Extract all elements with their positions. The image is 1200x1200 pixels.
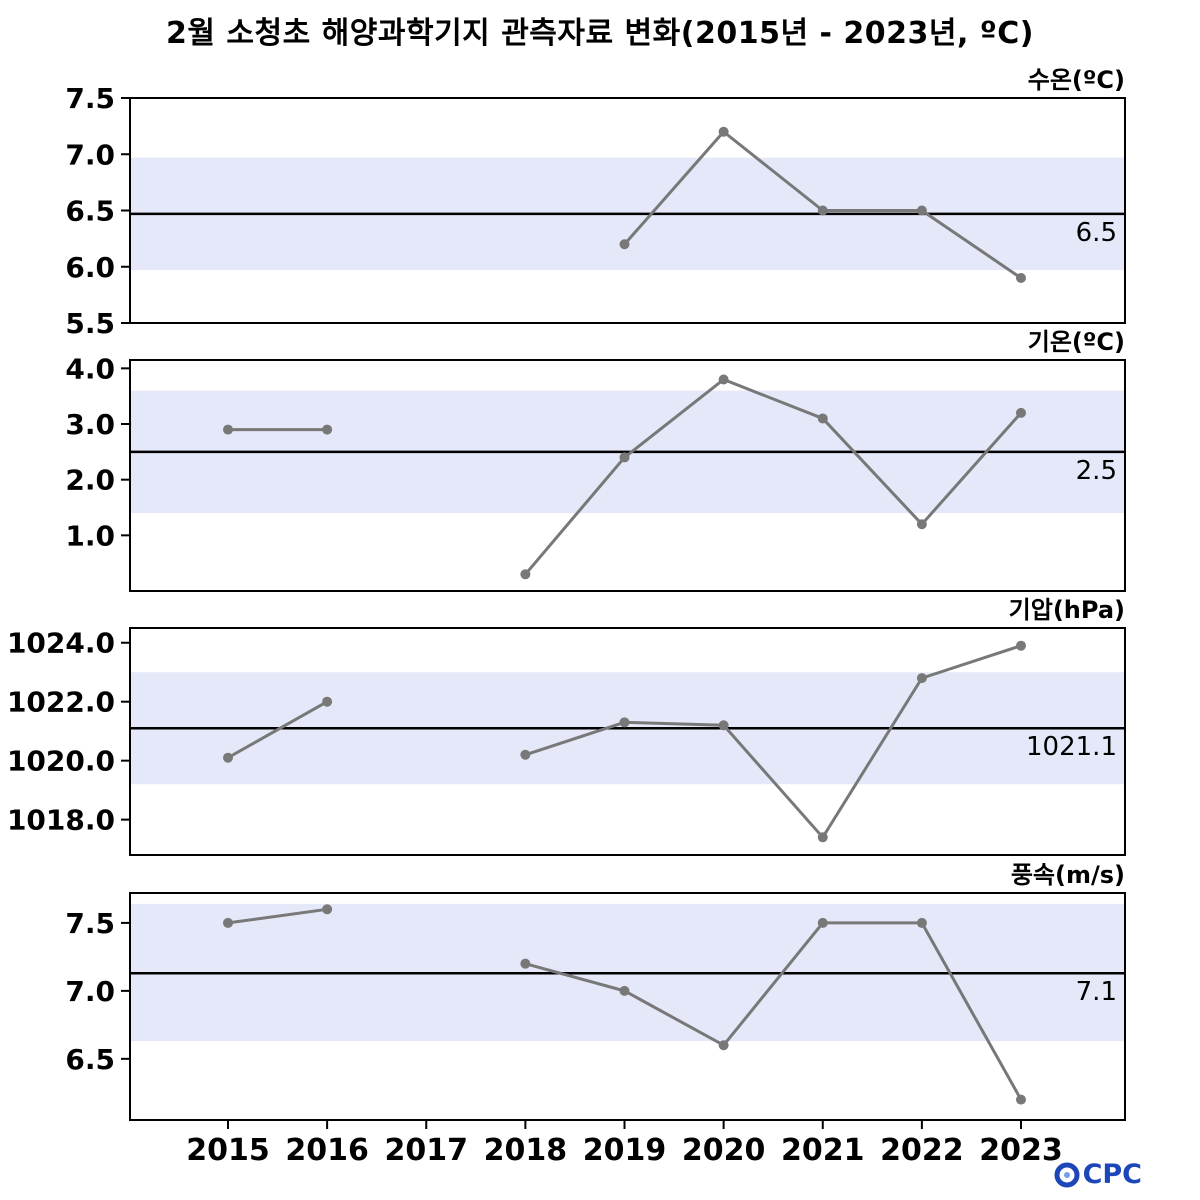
data-line <box>227 907 328 925</box>
data-point <box>520 569 531 580</box>
data-point <box>916 917 927 928</box>
data-point <box>619 452 630 463</box>
y-tick-label: 2.0 <box>65 464 115 497</box>
x-tick-label: 2018 <box>484 1133 568 1168</box>
data-point <box>1016 640 1026 651</box>
y-tick-label: 7.5 <box>65 82 115 115</box>
data-point <box>1016 273 1026 283</box>
data-point <box>322 904 333 915</box>
data-point <box>223 424 233 435</box>
panel-title: 기압(hPa) <box>1009 596 1125 624</box>
x-tick-label: 2019 <box>583 1133 667 1168</box>
data-point <box>916 205 927 216</box>
data-point <box>619 239 630 250</box>
y-tick-label: 1024.0 <box>7 627 115 660</box>
data-point <box>619 717 630 728</box>
panel-title: 풍속(m/s) <box>1011 861 1125 889</box>
panel-title: 기온(ºC) <box>1028 328 1125 356</box>
plot-border <box>129 359 1126 592</box>
x-tick-label: 2017 <box>385 1133 469 1168</box>
mean-value-label: 7.1 <box>1076 977 1117 1007</box>
data-point <box>718 1040 729 1051</box>
mean-value-label: 1021.1 <box>1026 732 1117 762</box>
data-point <box>817 205 828 216</box>
ocpc-logo-text: CPC <box>1082 1159 1142 1190</box>
data-point <box>520 958 531 969</box>
data-point <box>1016 407 1026 418</box>
y-tick-label: 6.5 <box>65 1043 115 1076</box>
data-line <box>524 921 1023 1101</box>
data-line <box>524 377 1023 576</box>
chart-title: 2월 소청초 해양과학기지 관측자료 변화(2015년 - 2023년, ºC) <box>166 16 1034 51</box>
plot-border <box>129 627 1126 856</box>
y-tick-label: 7.0 <box>65 975 115 1008</box>
ocpc-logo-mark <box>1054 1162 1080 1187</box>
data-point <box>322 424 333 435</box>
mean-value-label: 2.5 <box>1076 456 1117 486</box>
ocpc-logo: CPC <box>1053 1159 1142 1190</box>
data-point <box>223 752 233 763</box>
y-tick-label: 7.5 <box>65 907 115 940</box>
y-tick-label: 5.5 <box>65 307 115 340</box>
plot-border <box>129 892 1126 1121</box>
x-tick-label: 2016 <box>285 1133 369 1168</box>
y-tick-label: 6.5 <box>65 195 115 228</box>
data-point <box>619 985 630 996</box>
y-tick-label: 7.0 <box>65 138 115 171</box>
y-tick-label: 4.0 <box>65 352 115 385</box>
y-tick-label: 1.0 <box>65 519 115 552</box>
data-line <box>227 700 328 760</box>
y-tick-label: 1020.0 <box>7 745 115 778</box>
x-tick-label: 2021 <box>781 1133 865 1168</box>
mean-value-label: 6.5 <box>1076 218 1117 248</box>
y-tick-label: 6.0 <box>65 251 115 284</box>
x-tick-label: 2020 <box>682 1133 766 1168</box>
data-point <box>916 673 927 684</box>
data-point <box>817 832 828 843</box>
x-tick-label: 2022 <box>880 1133 964 1168</box>
x-tick-label: 2023 <box>979 1133 1063 1168</box>
panel-title: 수온(ºC) <box>1028 66 1125 94</box>
y-tick-label: 1022.0 <box>7 686 115 719</box>
data-point <box>916 519 927 530</box>
data-point <box>718 126 729 137</box>
data-point <box>718 374 729 385</box>
data-point <box>817 917 828 928</box>
x-tick-label: 2015 <box>186 1133 270 1168</box>
data-point <box>1016 1094 1026 1105</box>
data-point <box>817 413 828 424</box>
y-tick-label: 1018.0 <box>7 804 115 837</box>
y-tick-label: 3.0 <box>65 408 115 441</box>
data-line <box>524 644 1022 839</box>
data-point <box>223 917 233 928</box>
data-point <box>322 696 333 707</box>
data-point <box>718 720 729 731</box>
data-point <box>520 749 531 760</box>
